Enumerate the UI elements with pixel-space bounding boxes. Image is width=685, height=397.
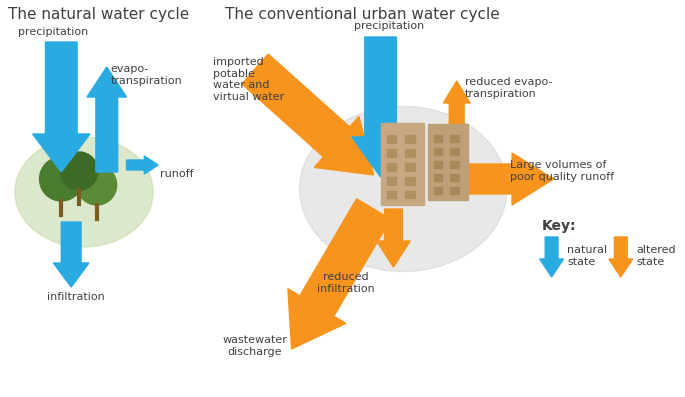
Polygon shape [609,237,633,277]
Ellipse shape [15,137,153,247]
Polygon shape [242,54,374,175]
Bar [386,163,396,171]
Text: natural
state: natural state [567,245,608,267]
Text: runoff: runoff [160,169,194,179]
Polygon shape [127,156,158,174]
Circle shape [40,157,83,201]
Polygon shape [288,199,390,349]
Polygon shape [352,37,409,177]
Text: precipitation: precipitation [18,27,88,37]
Bar [450,174,459,181]
Text: altered
state: altered state [636,245,676,267]
Bar [405,135,414,143]
Bar [450,135,459,142]
Bar [386,135,396,143]
Polygon shape [53,222,89,287]
Text: The conventional urban water cycle: The conventional urban water cycle [225,7,500,22]
Text: wastewater
discharge: wastewater discharge [223,335,288,357]
Bar [450,187,459,194]
Circle shape [60,152,98,190]
Bar [450,148,459,155]
Text: precipitation: precipitation [354,21,424,31]
Polygon shape [443,81,470,159]
Bar [386,149,396,157]
Text: The natural water cycle: The natural water cycle [8,7,189,22]
Ellipse shape [299,106,507,272]
Polygon shape [33,42,90,172]
Text: reduced evapo-
transpiration: reduced evapo- transpiration [464,77,552,98]
Bar [434,135,443,142]
Bar [386,191,396,198]
Text: imported
potable
water and
virtual water: imported potable water and virtual water [212,57,284,102]
Bar [381,123,424,205]
Bar [386,177,396,185]
Circle shape [77,165,116,205]
Text: evapo-
transpiration: evapo- transpiration [111,64,182,86]
Bar [450,161,459,168]
Bar [405,149,414,157]
Bar [405,163,414,171]
Polygon shape [540,237,564,277]
Bar [434,174,443,181]
Bar [434,161,443,168]
Bar [428,124,468,200]
Text: Large volumes of
poor quality runoff: Large volumes of poor quality runoff [510,160,614,181]
Polygon shape [87,67,127,172]
Bar [405,177,414,185]
Text: infiltration: infiltration [47,292,105,302]
Polygon shape [443,153,553,205]
Text: Key:: Key: [542,219,576,233]
Polygon shape [377,209,410,267]
Bar [405,191,414,198]
Text: reduced
infiltration: reduced infiltration [317,272,375,294]
Bar [434,148,443,155]
Bar [434,187,443,194]
